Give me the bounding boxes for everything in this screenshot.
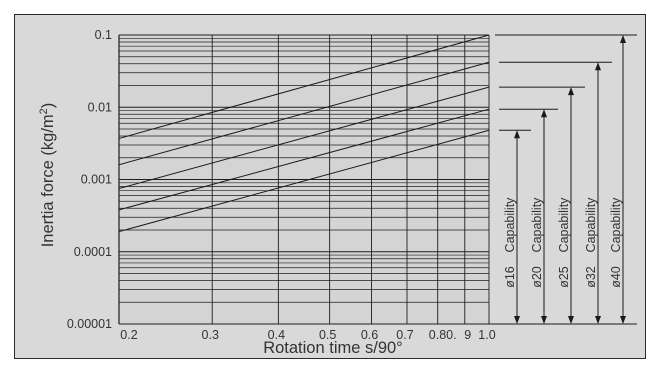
capability-label: Capability xyxy=(557,197,571,253)
x-tick-label: 0.4 xyxy=(268,328,285,342)
capability-arrowhead-up xyxy=(541,109,547,118)
capability-arrowhead-down xyxy=(541,316,547,324)
series-lines xyxy=(118,34,490,233)
capability-annotations: Capability ø16 Capability ø20 Capability ø25 C… xyxy=(489,34,637,325)
capability-arrowhead-down xyxy=(568,316,574,324)
x-tick-labels: 0.2 0.3 0.4 0.5 0.6 0.7 0.80. 9 1.0 xyxy=(120,328,495,342)
capability-arrowhead-down xyxy=(620,316,626,324)
capability-label: Capability xyxy=(530,197,544,253)
x-tick-label: 0.6 xyxy=(361,328,378,342)
capability-label: Capability xyxy=(584,197,598,253)
capability-size-label: ø20 xyxy=(530,266,544,288)
capability-label: Capability xyxy=(609,197,623,253)
series-line xyxy=(118,86,490,190)
x-tick-label: 0.7 xyxy=(396,328,413,342)
y-tick-label: 0.01 xyxy=(88,100,112,114)
y-axis-title-close: ) xyxy=(39,103,57,109)
capability-arrowhead-up xyxy=(595,62,601,71)
x-axis-title: Rotation time s/90° xyxy=(263,339,403,357)
capability-arrowhead-down xyxy=(595,316,601,324)
capability-label: Capability xyxy=(503,197,517,253)
series-line xyxy=(118,108,490,211)
series-line xyxy=(118,129,490,233)
x-tick-label: 0.80. xyxy=(429,328,457,342)
y-axis-title-superscript: 2 xyxy=(38,108,50,114)
x-tick-label: 0.5 xyxy=(319,328,336,342)
y-tick-label: 0.001 xyxy=(81,173,112,187)
y-tick-label: 0.1 xyxy=(95,28,112,42)
y-tick-label: 0.00001 xyxy=(67,317,112,331)
capability-arrowhead-down xyxy=(514,316,520,324)
x-tick-label: 0.2 xyxy=(120,328,137,342)
grid xyxy=(118,34,490,325)
series-line xyxy=(118,61,490,166)
chart-frame: 0.1 0.01 0.001 0.0001 0.00001 0.2 0.3 0.4 0.5 0.… xyxy=(14,14,646,359)
capability-arrowhead-up xyxy=(620,35,626,43)
y-axis-title: Inertia force (kg/m2) xyxy=(38,103,57,248)
series-line xyxy=(118,34,490,139)
x-tick-label: 9 xyxy=(464,328,471,342)
x-tick-label: 0.3 xyxy=(202,328,219,342)
capability-size-label: ø16 xyxy=(503,266,517,288)
y-tick-label: 0.0001 xyxy=(74,245,112,259)
x-tick-label: 1.0 xyxy=(478,328,495,342)
capability-size-label: ø40 xyxy=(609,266,623,288)
capability-size-label: ø32 xyxy=(584,266,598,288)
capability-arrowhead-up xyxy=(568,87,574,96)
capability-size-label: ø25 xyxy=(557,266,571,288)
capability-arrowhead-up xyxy=(514,130,520,139)
y-axis-title-main: Inertia force (kg/m xyxy=(39,114,57,247)
y-tick-labels: 0.1 0.01 0.001 0.0001 0.00001 xyxy=(67,28,112,331)
